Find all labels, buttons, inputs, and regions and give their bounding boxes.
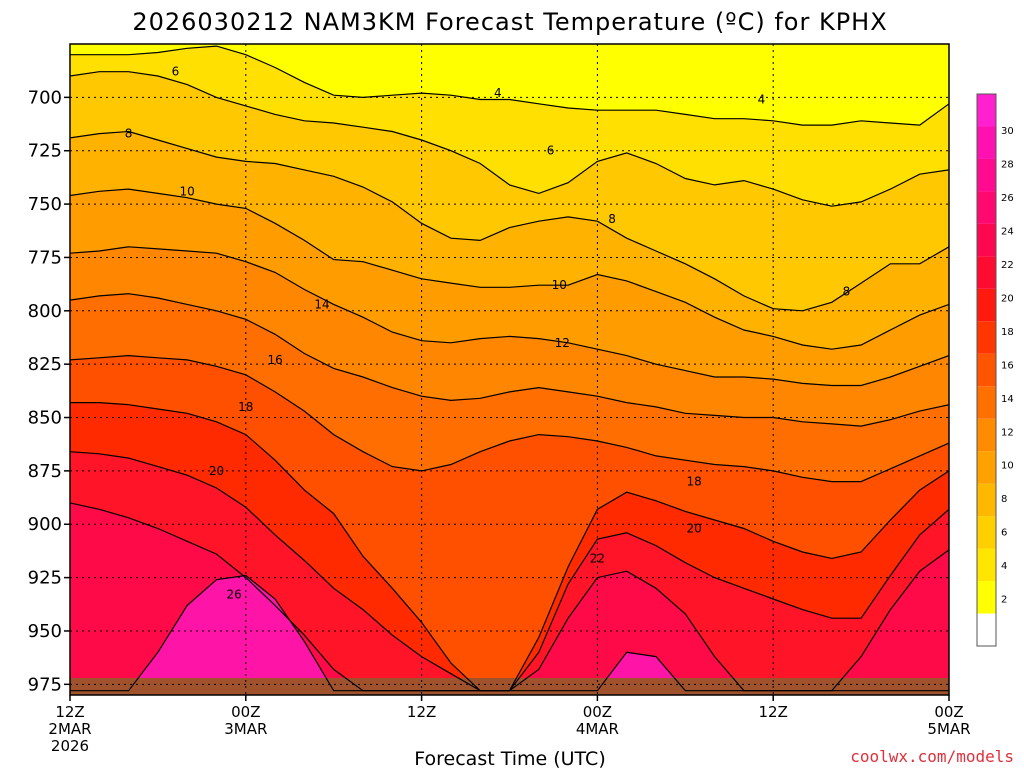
isotherm-16c — [70, 354, 949, 483]
colorbar-swatch — [977, 581, 996, 614]
contour-label: 18 — [686, 475, 701, 489]
plot-frame — [69, 43, 950, 696]
ground-surface — [70, 678, 949, 695]
colorbar-label: 22 — [1001, 260, 1014, 271]
contour-label: 26 — [226, 588, 241, 602]
colorbar-label: 8 — [1001, 494, 1007, 505]
colorbar-label: 18 — [1001, 327, 1014, 338]
contour-label: 20 — [686, 522, 701, 536]
contour-label: 6 — [547, 144, 555, 158]
contour-label: 10 — [552, 278, 567, 292]
isotherm-12c — [70, 246, 949, 387]
colorbar-swatch — [977, 126, 996, 159]
contour-labels: 4 4 6 6 8 8 8 10 10 12 14 16 18 18 20 20 22 26 — [125, 65, 850, 602]
isotherm-contours — [70, 45, 949, 692]
colorbar-label: 14 — [1001, 394, 1014, 405]
colorbar-label: 20 — [1001, 293, 1014, 304]
x-tick-label: 3MAR — [224, 720, 267, 738]
chart-title: 2026030212 NAM3KM Forecast Temperature (… — [132, 8, 887, 36]
colorbar-label: 4 — [1001, 561, 1007, 572]
y-tick-label: 875 — [28, 461, 62, 482]
x-tick-label: 12Z — [55, 703, 84, 721]
contour-label: 8 — [843, 285, 851, 299]
isotherm-8c — [70, 130, 949, 312]
x-tick-label: 00Z — [934, 703, 963, 721]
colorbar-label: 28 — [1001, 160, 1014, 171]
colorbar-swatch — [977, 94, 996, 127]
isotherm-4c — [70, 45, 949, 126]
band-above-26c — [70, 575, 949, 695]
x-tick-label: 00Z — [583, 703, 612, 721]
colorbar-swatch — [977, 158, 996, 192]
colorbar-swatch — [977, 223, 996, 257]
colorbar-swatch — [977, 288, 996, 322]
colorbar-label: 2 — [1001, 595, 1007, 606]
contour-label: 12 — [555, 336, 570, 350]
y-tick-label: 950 — [28, 621, 62, 642]
y-tick-label: 725 — [28, 141, 62, 162]
x-tick-label: 12Z — [759, 703, 788, 721]
y-tick-label: 900 — [28, 514, 62, 535]
colorbar-swatch — [977, 386, 996, 419]
colorbar-label: 10 — [1001, 461, 1014, 472]
colorbar-swatch — [977, 613, 996, 646]
colorbar-swatch — [977, 191, 996, 224]
y-tick-label: 750 — [28, 194, 62, 215]
colorbar-swatch — [977, 418, 996, 452]
colorbar-swatch — [977, 256, 996, 289]
colorbar-swatch — [977, 353, 996, 387]
x-tick-label: 4MAR — [576, 720, 619, 738]
colorbar-label: 12 — [1001, 427, 1014, 438]
y-axis-ticks: 700 725 750 775 800 825 850 875 900 925 950 975 — [28, 87, 70, 695]
contour-label: 8 — [125, 127, 133, 141]
y-tick-label: 700 — [28, 87, 62, 108]
isotherm-14c — [70, 293, 949, 427]
contour-label: 6 — [172, 65, 180, 79]
colorbar-label: 24 — [1001, 227, 1014, 238]
contour-label: 4 — [758, 92, 766, 106]
y-tick-label: 825 — [28, 354, 62, 375]
contour-label: 20 — [209, 464, 224, 478]
x-tick-label: 2MAR — [48, 720, 91, 738]
colorbar-swatch — [977, 321, 996, 354]
x-tick-label: 00Z — [231, 703, 260, 721]
isotherm-26c — [70, 574, 949, 692]
y-tick-label: 800 — [28, 301, 62, 322]
colorbar-swatch — [977, 516, 996, 549]
grid-lines — [69, 44, 950, 695]
x-tick-label: 12Z — [407, 703, 436, 721]
y-tick-label: 850 — [28, 408, 62, 429]
x-tick-label: 5MAR — [927, 720, 970, 738]
contour-label: 18 — [238, 400, 253, 414]
temperature-fill-bands — [70, 46, 949, 695]
y-tick-label: 775 — [28, 247, 62, 268]
colorbar-label: 16 — [1001, 360, 1014, 371]
colorbar-swatch — [977, 483, 996, 517]
colorbar-swatch — [977, 548, 996, 582]
contour-label: 10 — [180, 184, 195, 198]
colorbar-frame — [976, 93, 997, 647]
colorbar-label: 26 — [1001, 193, 1014, 204]
contour-label: 8 — [608, 212, 616, 226]
credit-text: coolwx.com/models — [850, 747, 1014, 766]
contour-label: 22 — [590, 551, 605, 565]
x-tick-label: 2026 — [51, 737, 89, 755]
x-axis-label: Forecast Time (UTC) — [414, 748, 605, 768]
colorbar-label: 30 — [1001, 126, 1014, 137]
y-tick-label: 975 — [28, 674, 62, 695]
contour-label: 16 — [267, 353, 282, 367]
contour-label: 4 — [494, 86, 502, 100]
isotherm-10c — [70, 188, 949, 350]
contour-label: 14 — [314, 297, 329, 311]
y-tick-label: 925 — [28, 568, 62, 589]
isotherm-6c — [70, 71, 949, 207]
colorbar-swatch — [977, 451, 996, 484]
colorbar-label: 6 — [1001, 528, 1007, 539]
